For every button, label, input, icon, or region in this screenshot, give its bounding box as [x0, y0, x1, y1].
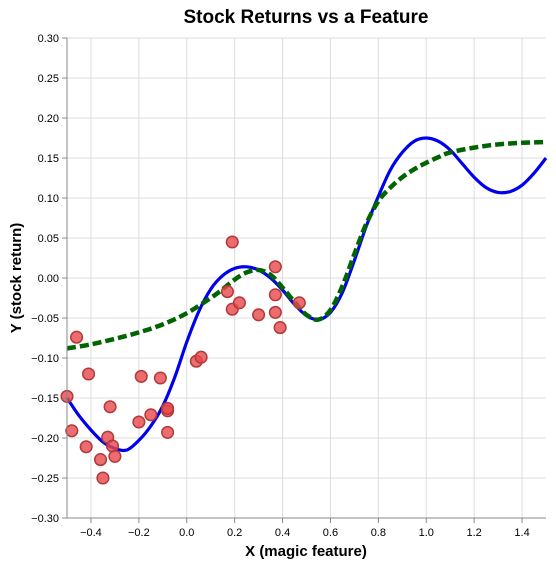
x-tick-label: 1.0	[419, 527, 434, 539]
scatter-point	[79, 440, 93, 454]
axes: −0.4 −0.2 0.0 0.2 0.4 0.6 0.8 1.0 1.2 1.4 −0.30 −0.…	[31, 33, 546, 539]
x-tick-label: 1.2	[467, 527, 482, 539]
y-tick-label: 0.25	[38, 73, 59, 85]
y-tick-label: −0.20	[31, 433, 59, 445]
y-tick-label: 0.05	[38, 233, 59, 245]
data-points	[60, 235, 306, 485]
x-tick-label: −0.4	[80, 527, 102, 539]
fit-curves	[65, 136, 548, 453]
y-tick-label: 0.15	[38, 153, 59, 165]
x-axis-label: X (magic feature)	[245, 543, 367, 560]
x-tick-label: 1.4	[514, 527, 529, 539]
scatter-point	[225, 235, 239, 249]
scatter-point	[103, 400, 117, 414]
y-axis-label: Y (stock return)	[8, 223, 25, 334]
x-tick-label: 0.4	[275, 527, 290, 539]
y-tick-label: −0.05	[31, 313, 59, 325]
x-tick-label: 0.0	[179, 527, 194, 539]
scatter-point	[105, 439, 120, 453]
scatter-point	[194, 350, 208, 364]
y-tick-label: 0.20	[38, 113, 59, 125]
x-tick-label: −0.2	[128, 527, 150, 539]
y-tick-label: 0.00	[38, 273, 59, 285]
grid	[67, 37, 546, 519]
scatter-point	[273, 321, 287, 335]
scatter-point	[252, 308, 266, 322]
scatter-point	[93, 453, 108, 467]
scatter-point	[65, 424, 79, 438]
scatter-point	[96, 471, 110, 485]
scatter-point	[82, 367, 96, 381]
dashed-fit-curve	[66, 139, 547, 351]
y-tick-label: −0.10	[31, 353, 59, 365]
x-tick-label: 0.8	[371, 527, 386, 539]
chart-title: Stock Returns vs a Feature	[184, 7, 429, 28]
scatter-point	[144, 408, 158, 422]
scatter-point	[232, 296, 246, 310]
scatter-point	[161, 425, 175, 439]
scatter-point	[153, 371, 167, 385]
y-tick-label: −0.30	[31, 513, 59, 525]
x-tick-label: 0.2	[227, 527, 242, 539]
scatter-point	[292, 296, 306, 310]
y-tick-label: 0.30	[38, 33, 59, 45]
scatter-point	[268, 288, 282, 302]
y-tick-label: 0.10	[38, 193, 59, 205]
x-tick-label: 0.6	[323, 527, 338, 539]
scatter-point	[268, 260, 282, 274]
scatter-point	[161, 401, 175, 415]
scatter-point	[70, 330, 84, 344]
y-tick-label: −0.15	[31, 393, 59, 405]
y-tick-label: −0.25	[31, 473, 59, 485]
scatter-point	[132, 415, 146, 429]
scatter-point	[220, 285, 235, 299]
scatter-point	[108, 449, 122, 463]
scatter-point	[268, 305, 282, 319]
scatter-point	[134, 369, 148, 383]
